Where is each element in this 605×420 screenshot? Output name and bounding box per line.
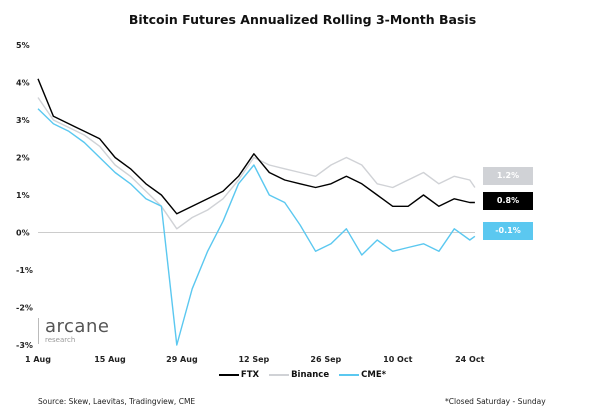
closed-note: *Closed Saturday - Sunday — [445, 397, 546, 406]
legend-swatch — [218, 374, 239, 376]
y-tick-label: -3% — [16, 341, 33, 350]
y-tick-label: 5% — [16, 41, 30, 50]
binance-end-label: 1.2% — [483, 167, 533, 185]
x-tick-label: 15 Aug — [94, 355, 126, 364]
x-tick-label: 26 Sep — [310, 355, 341, 364]
x-tick-label: 12 Sep — [238, 355, 269, 364]
legend-label: Binance — [291, 370, 330, 380]
legend-swatch — [269, 374, 290, 376]
legend-label: FTX — [240, 370, 260, 380]
source-note: Source: Skew, Laevitas, Tradingview, CME — [38, 397, 196, 406]
cme-end-label: -0.1% — [483, 222, 533, 240]
x-tick-label: 29 Aug — [166, 355, 198, 364]
y-tick-label: 3% — [16, 116, 30, 125]
legend-swatch — [339, 374, 360, 376]
series-line-ftx — [37, 78, 475, 215]
y-tick-label: -1% — [16, 266, 33, 275]
legend-ftx: FTX — [218, 370, 260, 380]
logo-name: arcane — [45, 316, 110, 337]
series-line-binance — [37, 97, 476, 230]
series-line-cme — [37, 108, 476, 346]
y-tick-label: 2% — [16, 154, 30, 163]
arcane-logo: arcane research — [38, 318, 109, 344]
y-tick-label: 4% — [16, 79, 30, 88]
chart-title: Bitcoin Futures Annualized Rolling 3-Mon… — [128, 12, 477, 27]
x-tick-label: 24 Oct — [455, 355, 484, 364]
logo-sub: research — [45, 336, 76, 344]
x-tick-label: 1 Aug — [25, 355, 51, 364]
legend-cme: CME* — [339, 370, 386, 380]
y-tick-label: 0% — [16, 229, 30, 238]
y-tick-label: 1% — [16, 191, 30, 200]
legend: FTX Binance CME* — [0, 370, 605, 380]
y-tick-label: -2% — [16, 304, 33, 313]
x-tick-label: 10 Oct — [383, 355, 412, 364]
legend-label: CME* — [361, 370, 387, 380]
ftx-end-label: 0.8% — [483, 192, 533, 210]
legend-binance: Binance — [269, 370, 329, 380]
